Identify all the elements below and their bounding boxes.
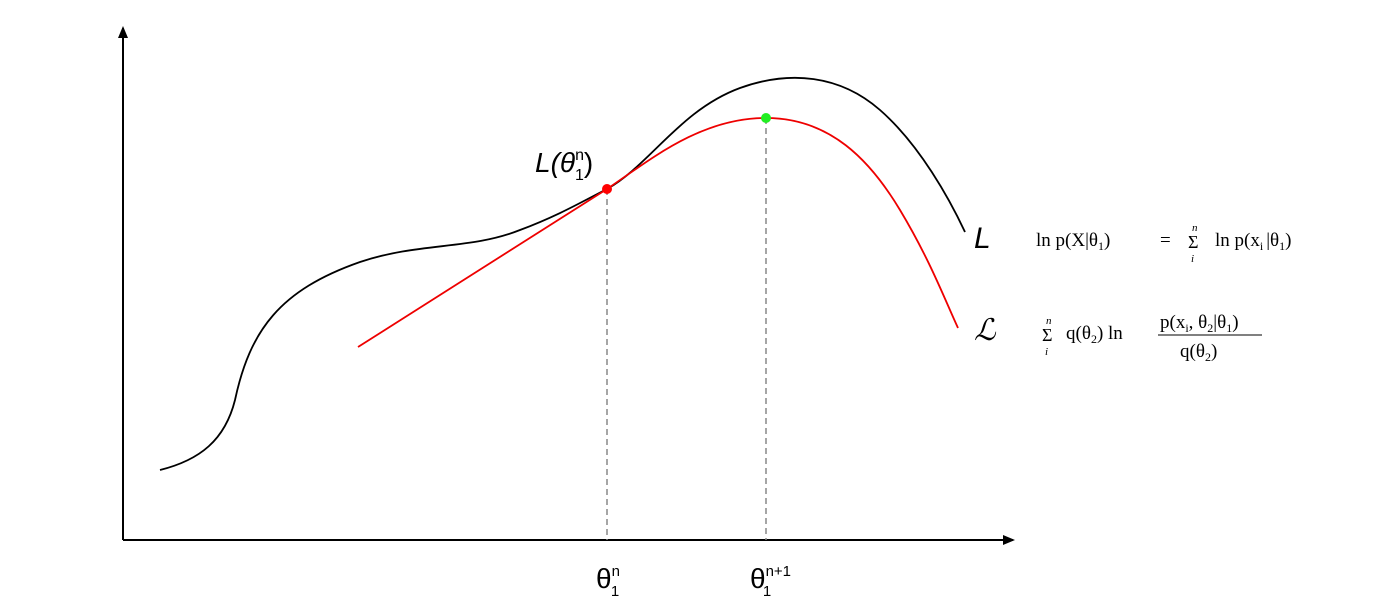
formula-sub: 1 — [1226, 321, 1232, 335]
formula-sup: n — [1192, 222, 1198, 234]
lower-bound-curve — [357, 117, 959, 348]
formula-part: ln p(xi |θ1) — [1215, 230, 1291, 253]
x-label-sub: 1 — [611, 583, 619, 600]
formula-text: |θ — [1266, 230, 1279, 251]
formula-sub: i — [1045, 346, 1048, 358]
x-label-sub: 1 — [763, 583, 771, 600]
formula-sub: 2 — [1205, 350, 1211, 364]
formula-sub: 1 — [1279, 239, 1285, 253]
formula-part: q(θ2) — [1180, 341, 1217, 364]
x-label-text: θ — [750, 563, 766, 594]
formula-text: q(θ — [1180, 341, 1205, 362]
formula-sub: i — [1185, 321, 1189, 335]
formula-text: |θ — [1213, 312, 1226, 333]
formula-text: ) — [1211, 341, 1217, 362]
formula: ln p(X|θ1) = n Σ i ln p(xi |θ1) n Σ i q(θ… — [1036, 222, 1291, 364]
curve-label: ℒ — [974, 314, 997, 347]
point-label-sub: 1 — [575, 167, 584, 184]
point-label: L(θn 1) — [535, 147, 593, 184]
x-label-sup: n — [612, 563, 620, 580]
formula-sub: i — [1260, 239, 1264, 253]
formula-sub: 2 — [1207, 321, 1213, 335]
formula-part: ln p(X|θ1) — [1036, 230, 1110, 253]
formula-sub: 1 — [1098, 239, 1104, 253]
formula-text: , θ — [1189, 312, 1208, 333]
formula-sub: 2 — [1091, 332, 1097, 346]
curve-label: L — [974, 222, 991, 255]
next-point — [761, 113, 771, 123]
formula-text: ) — [1104, 230, 1110, 251]
formula-text: ) — [1232, 312, 1238, 333]
x-label-text: θ — [596, 563, 612, 594]
formula-text: q(θ — [1066, 323, 1091, 344]
formula-text: ln p(X|θ — [1036, 230, 1098, 251]
x-label-sup: n+1 — [766, 563, 791, 580]
formula-sum: Σ — [1042, 325, 1052, 345]
x-label: θn+1 1 — [750, 563, 791, 600]
formula-part: q(θ2) ln — [1066, 323, 1123, 346]
current-point — [602, 184, 612, 194]
x-label: θn 1 — [596, 563, 620, 600]
point-label-text: L(θ — [535, 147, 575, 178]
point-label-close: ) — [584, 147, 593, 178]
formula-sum: Σ — [1188, 232, 1198, 252]
likelihood-curve — [159, 76, 966, 471]
formula-part: p(xi, θ2|θ1) — [1160, 312, 1239, 335]
point-label-sup: n — [575, 147, 584, 164]
formula-text: p(x — [1160, 312, 1186, 333]
formula-part: = — [1160, 230, 1171, 251]
formula-text: ln p(x — [1215, 230, 1260, 251]
formula-text: ) ln — [1097, 323, 1123, 344]
formula-text: ) — [1285, 230, 1291, 251]
formula-sup: n — [1046, 315, 1052, 327]
formula-sub: i — [1191, 253, 1194, 265]
